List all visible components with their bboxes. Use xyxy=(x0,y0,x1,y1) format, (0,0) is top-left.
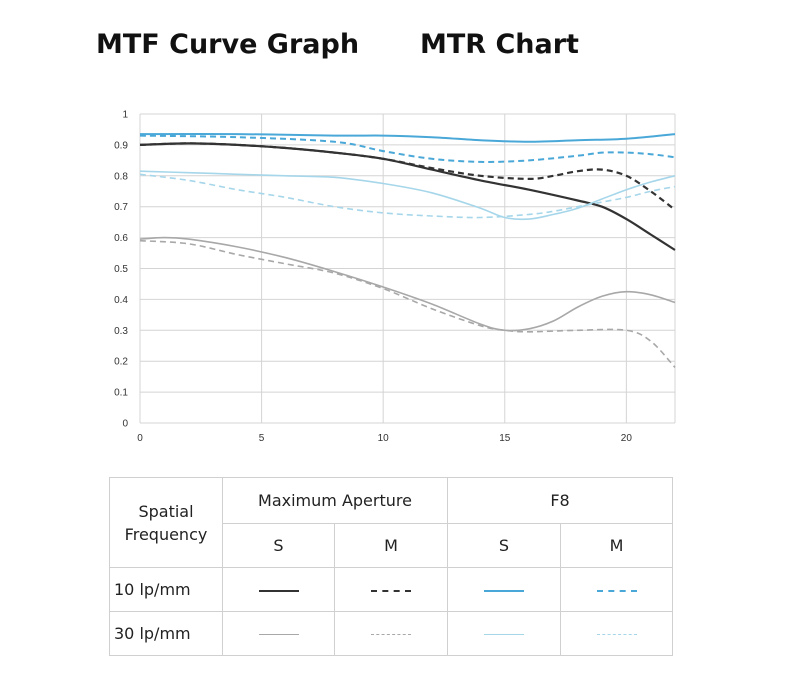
mtf-chart: 00.10.20.30.40.50.60.70.80.910 5 10 15 20 xyxy=(114,110,676,445)
y-tick-label: 0.4 xyxy=(114,295,128,306)
legend-cell-max-m-10 xyxy=(334,567,448,612)
chart-tick-labels: 00.10.20.30.40.50.60.70.80.910 5 10 15 20 xyxy=(114,110,632,445)
legend-cell-f8-m-30 xyxy=(559,611,674,656)
series-line-f8-m-10 xyxy=(139,134,676,163)
legend-swatch-max-m-30 xyxy=(371,634,411,635)
series-line-max-m-10 xyxy=(139,142,676,211)
x-tick-label: 15 xyxy=(499,433,511,444)
chart-title-left: MTF Curve Graph xyxy=(96,29,360,60)
y-tick-label: 0.9 xyxy=(114,140,128,151)
series-line-f8-s-10 xyxy=(139,132,676,143)
legend-sub-max-m: M xyxy=(334,523,448,568)
chart-title-right: MTR Chart xyxy=(420,29,579,60)
series-line-f8-s-30 xyxy=(139,170,676,221)
legend-cell-f8-m-10 xyxy=(559,567,674,612)
chart-series-group xyxy=(139,132,676,368)
legend-swatch-f8-m-10 xyxy=(596,589,637,592)
legend-header-maximum-aperture: Maximum Aperture xyxy=(222,477,448,524)
legend-swatch-f8-s-30 xyxy=(484,634,524,635)
legend-cell-f8-s-30 xyxy=(447,611,561,656)
series-line-f8-m-30 xyxy=(139,173,676,219)
series-line-max-s-30 xyxy=(139,236,676,332)
legend-swatch-max-s-10 xyxy=(258,589,299,592)
legend-swatch-f8-m-30 xyxy=(596,634,637,635)
legend-header-f8: F8 xyxy=(446,477,674,524)
y-tick-label: 0.2 xyxy=(114,357,128,368)
legend-swatch-max-s-30 xyxy=(258,634,299,635)
x-tick-label: 10 xyxy=(378,433,390,444)
legend-swatch-f8-s-10 xyxy=(484,589,524,592)
legend-cell-max-s-30 xyxy=(222,611,335,656)
x-tick-label: 5 xyxy=(259,433,265,444)
legend-row-30lpmm-label: 30 lp/mm xyxy=(109,611,223,656)
y-tick-label: 0.6 xyxy=(114,233,128,244)
y-tick-label: 1 xyxy=(122,110,128,121)
legend-sub-f8-m: M xyxy=(559,523,674,568)
y-tick-label: 0 xyxy=(122,419,128,430)
y-tick-label: 0.8 xyxy=(114,171,128,182)
legend-table: Spatial Frequency Maximum Aperture F8 S … xyxy=(109,477,674,656)
x-tick-label: 0 xyxy=(137,433,143,444)
legend-header-spatial-frequency: Spatial Frequency xyxy=(109,477,223,568)
y-tick-label: 0.1 xyxy=(114,388,128,399)
chart-grid xyxy=(139,113,676,424)
legend-cell-max-m-30 xyxy=(334,611,448,656)
x-tick-label: 20 xyxy=(621,433,633,444)
legend-sub-max-s: S xyxy=(222,523,335,568)
legend-cell-max-s-10 xyxy=(222,567,335,612)
y-tick-label: 0.5 xyxy=(114,264,128,275)
legend-cell-f8-s-10 xyxy=(447,567,561,612)
legend-swatch-max-m-10 xyxy=(371,589,411,592)
legend-sub-f8-s: S xyxy=(447,523,561,568)
series-line-max-s-10 xyxy=(139,142,676,251)
series-line-max-m-30 xyxy=(139,239,676,368)
legend-row-10lpmm-label: 10 lp/mm xyxy=(109,567,223,612)
y-tick-label: 0.7 xyxy=(114,202,128,213)
y-tick-label: 0.3 xyxy=(114,326,128,337)
